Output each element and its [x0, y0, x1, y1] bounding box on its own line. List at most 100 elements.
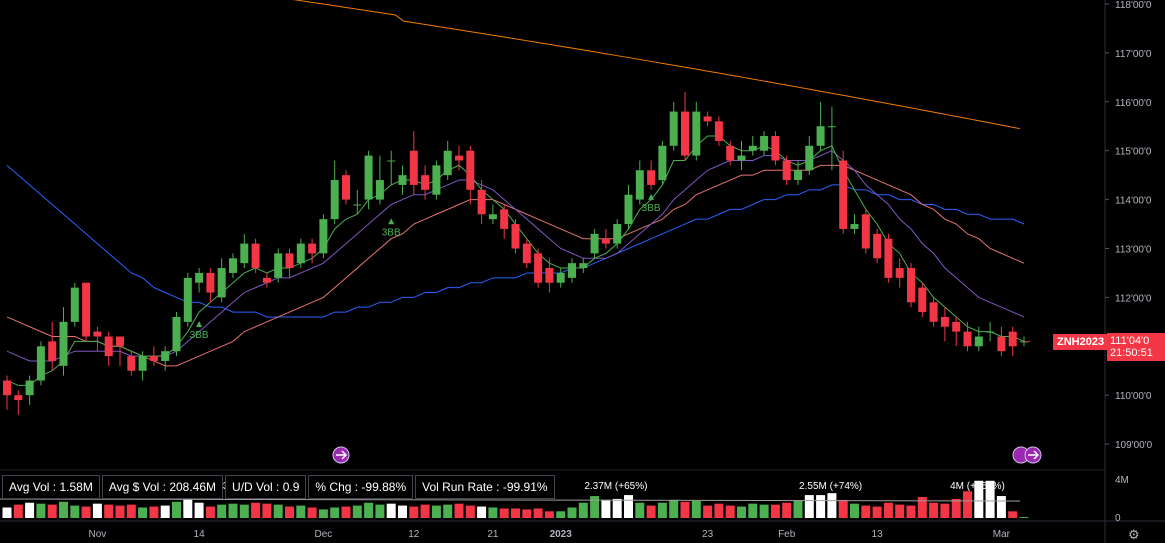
candle-body — [714, 121, 723, 141]
candle — [511, 219, 520, 254]
volume-bar — [906, 505, 916, 518]
x-tick-label: Nov — [89, 529, 107, 540]
volume-bar — [1019, 517, 1029, 518]
volume-bar — [217, 504, 227, 518]
volume-spike-label: 4M (+157%) — [950, 481, 1005, 492]
volume-bar — [25, 502, 35, 518]
candle — [3, 375, 11, 410]
candle-body — [138, 356, 147, 371]
candle — [488, 204, 497, 225]
candle — [409, 131, 418, 195]
candle-body — [771, 136, 780, 161]
volume-bar — [47, 504, 57, 518]
candle — [36, 341, 45, 386]
y-tick-label: 109'00'0 — [1115, 440, 1153, 451]
candle — [217, 258, 226, 303]
candle-body — [895, 268, 904, 278]
last-price-badge: 111'04'0 21:50:51 — [1107, 333, 1165, 361]
candle — [601, 228, 610, 249]
candle-body — [647, 170, 656, 185]
x-tick-label: Feb — [778, 529, 796, 540]
candle-body — [70, 287, 79, 322]
volume-bar — [770, 504, 780, 518]
volume-bar — [205, 506, 215, 518]
candle — [455, 145, 463, 171]
candle-body — [850, 224, 859, 229]
candle-body — [624, 194, 633, 225]
ema-mid-line — [6, 150, 1025, 362]
volume-bar — [273, 504, 283, 518]
volume-bar — [318, 509, 328, 518]
candle — [387, 150, 396, 185]
candle-body — [568, 263, 576, 278]
volume-bar — [703, 505, 713, 518]
candle-body — [692, 111, 701, 156]
volume-bar — [737, 506, 746, 518]
volume-spike-label: 2.37M (+65%) — [584, 481, 647, 492]
candle-body — [986, 331, 995, 333]
candle-body — [873, 233, 882, 259]
bar-countdown: 21:50:51 — [1110, 347, 1153, 359]
candle-body — [217, 268, 226, 298]
volume-bar — [838, 499, 848, 518]
volume-bar — [974, 480, 984, 518]
x-tick-label: 13 — [872, 529, 884, 540]
candle-body — [703, 116, 712, 122]
candle-body — [262, 277, 271, 283]
candle — [308, 238, 317, 264]
candle — [997, 326, 1006, 357]
candle — [884, 233, 893, 283]
candle — [522, 238, 531, 269]
volume-bar — [646, 505, 656, 518]
candle-body — [364, 155, 373, 200]
candle — [398, 165, 407, 195]
candle-body — [319, 219, 328, 254]
candle-body — [398, 175, 407, 185]
candle — [375, 155, 384, 205]
candle-body — [14, 395, 23, 401]
volume-bar — [816, 495, 826, 518]
volume-tick-label: 0 — [1115, 513, 1121, 524]
candle — [861, 209, 870, 254]
candle-body — [25, 380, 34, 396]
volume-run-rate-stat: Vol Run Rate : -99.91% — [415, 475, 555, 499]
candle-body — [104, 336, 113, 357]
candle-body — [511, 224, 520, 249]
candle-body — [556, 272, 565, 283]
volume-bar — [420, 504, 430, 518]
volume-bar — [850, 503, 859, 518]
ema-long-line — [292, 0, 1021, 130]
candle-body — [240, 243, 249, 264]
volume-bar — [149, 506, 159, 518]
candle-body — [274, 253, 283, 278]
candle-body — [206, 272, 215, 293]
volume-bar — [126, 504, 136, 518]
candle — [161, 346, 170, 371]
candle-body — [330, 180, 339, 220]
symbol-label: ZNH2023 — [1053, 334, 1109, 350]
candle — [850, 214, 859, 234]
candle-body — [308, 243, 317, 254]
y-tick-label: 110'00'0 — [1115, 391, 1152, 402]
candle — [545, 258, 554, 293]
candle-body — [387, 160, 396, 162]
candle-body — [669, 111, 678, 146]
candle — [714, 116, 723, 146]
last-price: 111'04'0 — [1110, 335, 1150, 347]
candle — [556, 268, 565, 288]
volume-bar — [341, 506, 351, 518]
candle-body — [161, 351, 170, 361]
candle — [240, 233, 249, 269]
x-tick-label: 14 — [194, 529, 206, 540]
candle-body — [488, 214, 497, 220]
volume-bar — [477, 506, 487, 518]
candle — [647, 160, 656, 190]
volume-bar — [669, 499, 679, 518]
settings-gear-icon[interactable]: ⚙ — [1128, 527, 1140, 542]
x-tick-label: 21 — [487, 529, 499, 540]
volume-bar — [81, 506, 91, 518]
volume-bar — [590, 496, 600, 518]
candle-body — [375, 180, 384, 200]
candle — [285, 248, 294, 278]
